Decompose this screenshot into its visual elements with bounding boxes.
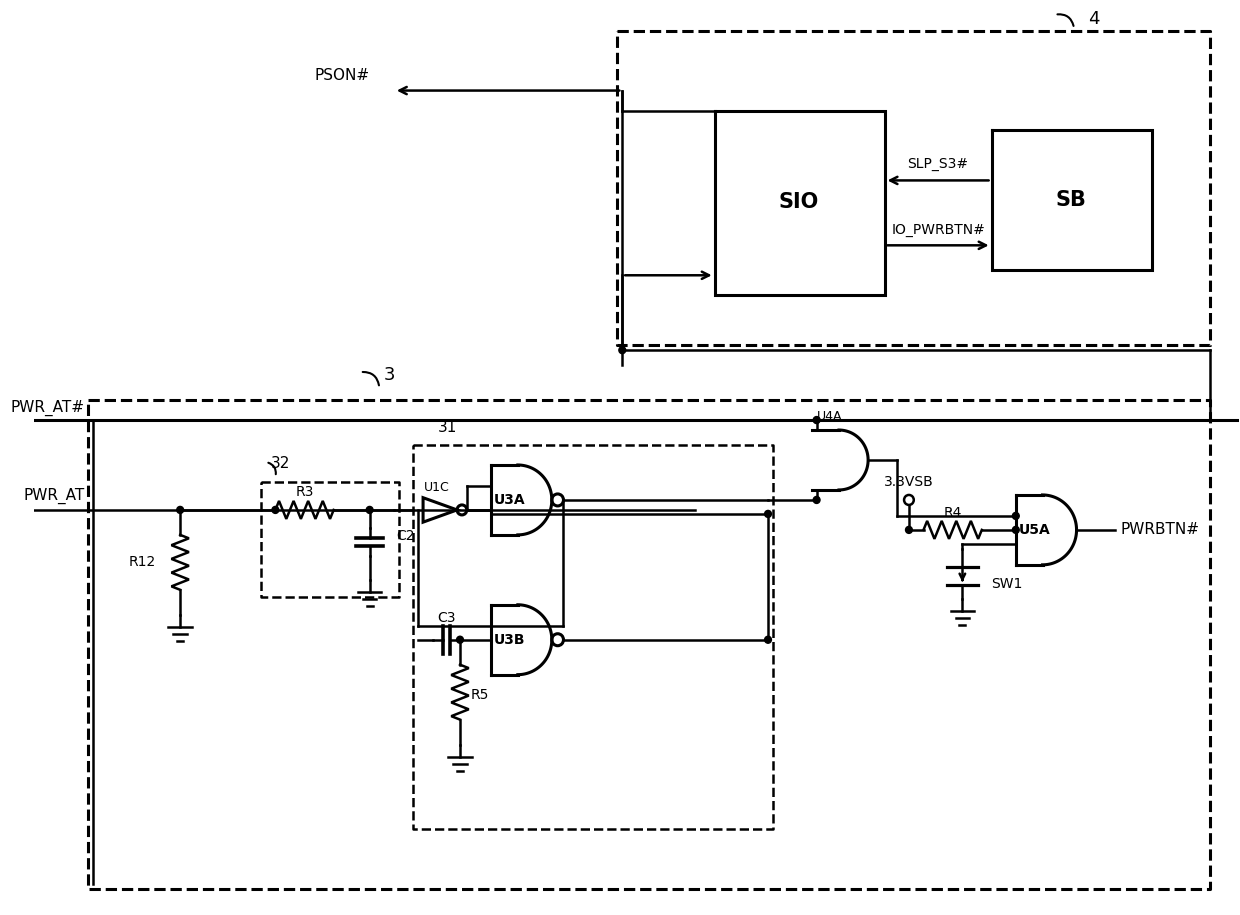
Circle shape <box>1012 526 1019 533</box>
Text: PWR_AT#: PWR_AT# <box>11 400 84 416</box>
Text: PSON#: PSON# <box>315 68 370 83</box>
Text: U3A: U3A <box>494 493 526 507</box>
Text: C3: C3 <box>438 610 455 625</box>
Text: PWR_AT: PWR_AT <box>24 488 84 504</box>
Text: C2: C2 <box>396 529 414 543</box>
Text: IO_PWRBTN#: IO_PWRBTN# <box>892 223 985 237</box>
Text: U1C: U1C <box>424 481 450 494</box>
Circle shape <box>619 347 626 354</box>
Circle shape <box>765 511 771 517</box>
Text: 31: 31 <box>438 420 458 435</box>
Text: SB: SB <box>1055 190 1086 210</box>
Text: SW1: SW1 <box>992 576 1023 591</box>
Text: R12: R12 <box>129 554 156 569</box>
Circle shape <box>765 636 771 643</box>
Text: 3: 3 <box>383 366 394 384</box>
Text: 32: 32 <box>270 457 290 471</box>
Circle shape <box>813 497 820 503</box>
Circle shape <box>272 506 279 513</box>
Text: 4: 4 <box>1087 10 1100 27</box>
Text: SIO: SIO <box>779 192 820 212</box>
Text: R3: R3 <box>295 485 314 499</box>
Text: U5A: U5A <box>1018 522 1050 537</box>
Circle shape <box>813 416 820 424</box>
Text: R5: R5 <box>470 688 489 702</box>
Circle shape <box>366 506 373 513</box>
Text: SLP_S3#: SLP_S3# <box>908 157 968 171</box>
Text: U3B: U3B <box>494 633 526 647</box>
Circle shape <box>456 636 464 643</box>
Text: R4: R4 <box>944 506 962 520</box>
Text: PWRBTN#: PWRBTN# <box>1120 522 1199 537</box>
Circle shape <box>1012 512 1019 520</box>
Circle shape <box>905 526 913 533</box>
Circle shape <box>177 506 184 513</box>
Text: 3.3VSB: 3.3VSB <box>884 475 934 489</box>
Text: U4A: U4A <box>816 410 842 423</box>
